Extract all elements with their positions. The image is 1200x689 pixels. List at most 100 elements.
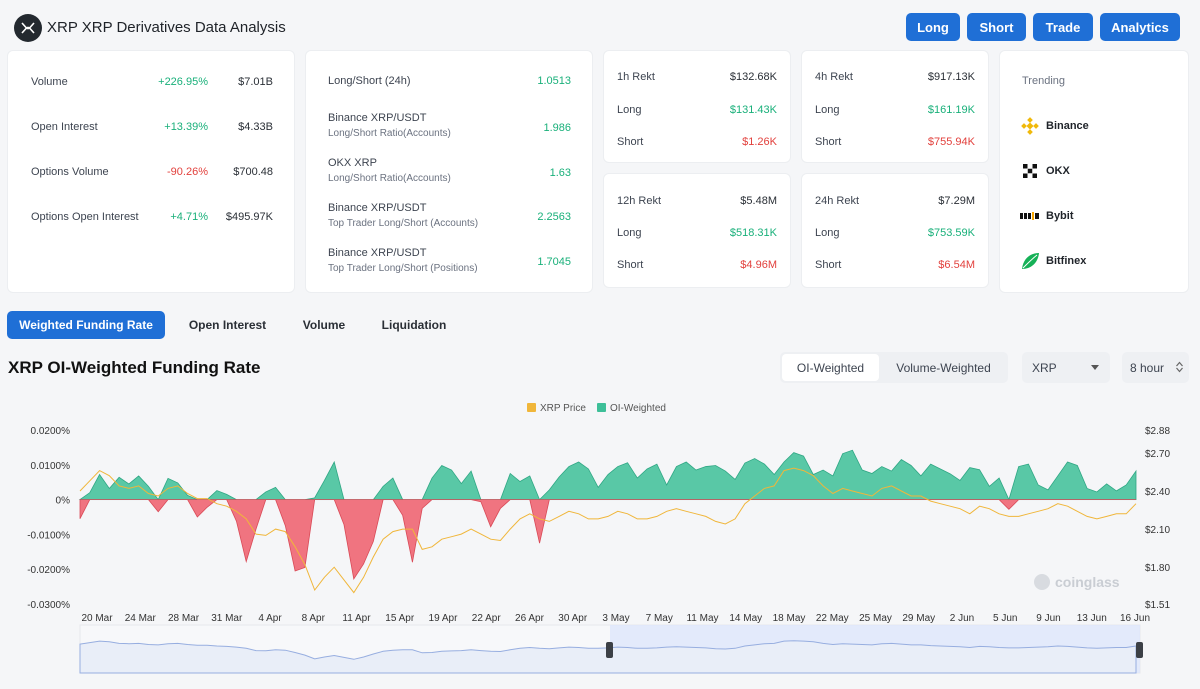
rekt-24h-short: $6.54M	[938, 259, 975, 271]
options-open-interest-value: $495.97K	[225, 211, 273, 223]
volume-label: Volume	[31, 76, 68, 88]
x-tick: 29 May	[902, 613, 935, 624]
x-tick: 30 Apr	[558, 613, 588, 624]
tab-liquidation[interactable]: Liquidation	[381, 318, 447, 332]
x-tick: 5 Jun	[993, 613, 1017, 624]
trending-item-okx[interactable]: OKX	[1020, 161, 1070, 181]
ratio-binance-accounts-value: 1.986	[543, 122, 571, 134]
interval-select[interactable]: 8 hour	[1122, 352, 1189, 383]
y-right-tick: $1.51	[1145, 600, 1170, 611]
rekt-1h-short-label: Short	[617, 136, 644, 148]
page-title: XRP XRP Derivatives Data Analysis	[47, 19, 286, 36]
x-tick: 25 May	[859, 613, 892, 624]
volume-weighted-option[interactable]: Volume-Weighted	[896, 360, 991, 375]
rekt-1h-title: 1h Rekt	[617, 71, 655, 83]
header-bar: XRP XRP Derivatives Data Analysis Long S…	[0, 0, 1200, 50]
navigator-left-handle[interactable]	[606, 642, 613, 658]
coinglass-watermark-icon	[1034, 574, 1050, 590]
rekt-4h-total: $917.13K	[927, 71, 975, 83]
x-tick: 13 Jun	[1077, 613, 1107, 624]
x-tick: 8 Apr	[302, 613, 326, 624]
x-tick: 11 Apr	[342, 613, 371, 624]
ratio-binance-top-positions-value: 1.7045	[537, 256, 571, 268]
rekt-1h-long-label: Long	[617, 104, 642, 116]
open-interest-value: $4.33B	[238, 121, 273, 133]
ratio-binance-accounts: Binance XRP/USDT Long/Short Ratio(Account…	[328, 112, 451, 139]
y-right-tick: $2.10	[1145, 525, 1170, 536]
rekt-24h-long: $753.59K	[927, 227, 975, 239]
x-tick: 31 Mar	[211, 613, 243, 624]
ratio-24h-label: Long/Short (24h)	[328, 75, 411, 87]
long-short-ratio-card: Long/Short (24h) 1.0513 Binance XRP/USDT…	[305, 50, 593, 293]
bitfinex-leaf-icon	[1020, 251, 1040, 271]
coinglass-watermark: coinglass	[1055, 574, 1120, 590]
rekt-12h-card: 12h Rekt $5.48M Long $518.31K Short $4.9…	[603, 173, 791, 288]
rekt-4h-short-label: Short	[815, 136, 842, 148]
volume-change: +226.95%	[158, 76, 208, 88]
xrp-logo-icon	[14, 14, 42, 42]
x-tick: 20 Mar	[81, 613, 113, 624]
bybit-icon	[1020, 206, 1040, 226]
okx-icon	[1020, 161, 1040, 181]
navigator-right-handle[interactable]	[1136, 642, 1143, 658]
legend-label-funding: OI-Weighted	[610, 403, 666, 414]
x-tick: 2 Jun	[950, 613, 974, 624]
rekt-24h-card: 24h Rekt $7.29M Long $753.59K Short $6.5…	[801, 173, 989, 288]
short-button[interactable]: Short	[967, 13, 1026, 41]
open-interest-label: Open Interest	[31, 121, 98, 133]
rekt-1h-short: $1.26K	[742, 136, 777, 148]
options-open-interest-label: Options Open Interest	[31, 211, 139, 223]
y-right-tick: $1.80	[1145, 563, 1170, 574]
rekt-12h-short: $4.96M	[740, 259, 777, 271]
x-tick: 16 Jun	[1120, 613, 1150, 624]
y-right-tick: $2.70	[1145, 449, 1170, 460]
rekt-24h-long-label: Long	[815, 227, 840, 239]
x-tick: 26 Apr	[515, 613, 545, 624]
y-right-tick: $2.40	[1145, 487, 1170, 498]
y-left-tick: -0.0100%	[27, 530, 70, 541]
ratio-binance-top-accounts: Binance XRP/USDT Top Trader Long/Short (A…	[328, 202, 479, 229]
rekt-4h-title: 4h Rekt	[815, 71, 853, 83]
x-tick: 22 May	[816, 613, 849, 624]
trending-item-bybit[interactable]: Bybit	[1020, 206, 1074, 226]
trending-item-bitfinex[interactable]: Bitfinex	[1020, 251, 1086, 271]
options-volume-value: $700.48	[233, 166, 273, 178]
legend-label-price: XRP Price	[540, 403, 586, 414]
y-left-tick: -0.0200%	[27, 565, 70, 576]
rekt-4h-long-label: Long	[815, 104, 840, 116]
x-tick: 28 Mar	[168, 613, 200, 624]
y-left-tick: -0.0300%	[27, 600, 70, 611]
rekt-1h-long: $131.43K	[729, 104, 777, 116]
legend-swatch-price	[527, 403, 536, 412]
long-button[interactable]: Long	[906, 13, 960, 41]
tab-weighted-funding-rate[interactable]: Weighted Funding Rate	[7, 311, 165, 339]
coin-select[interactable]: XRP	[1022, 352, 1110, 383]
oi-weighted-option[interactable]: OI-Weighted	[782, 354, 879, 381]
x-tick: 7 May	[646, 613, 673, 624]
trending-item-binance[interactable]: Binance	[1020, 116, 1089, 136]
ratio-binance-top-positions: Binance XRP/USDT Top Trader Long/Short (P…	[328, 247, 478, 274]
tab-volume[interactable]: Volume	[302, 318, 346, 332]
volume-value: $7.01B	[238, 76, 273, 88]
rekt-4h-short: $755.94K	[927, 136, 975, 148]
analytics-button[interactable]: Analytics	[1100, 13, 1180, 41]
rekt-1h-card: 1h Rekt $132.68K Long $131.43K Short $1.…	[603, 50, 791, 163]
chart-title: XRP OI-Weighted Funding Rate	[8, 358, 261, 377]
funding-negative-area	[79, 499, 1136, 581]
ratio-okx-accounts: OKX XRP Long/Short Ratio(Accounts)	[328, 157, 451, 184]
y-right-tick: $2.88	[1145, 426, 1170, 437]
rekt-4h-long: $161.19K	[927, 104, 975, 116]
open-interest-change: +13.39%	[164, 121, 208, 133]
funding-rate-chart-svg: XRP Price OI-Weighted 0.0200% 0.0100% 0% -0.…	[27, 403, 1170, 674]
x-tick: 14 May	[729, 613, 762, 624]
trending-title: Trending	[1022, 75, 1066, 87]
rekt-12h-title: 12h Rekt	[617, 195, 662, 207]
tab-open-interest[interactable]: Open Interest	[188, 318, 267, 332]
rekt-12h-total: $5.48M	[740, 195, 777, 207]
trade-button[interactable]: Trade	[1033, 13, 1093, 41]
rekt-1h-total: $132.68K	[729, 71, 777, 83]
funding-rate-chart: XRP Price OI-Weighted 0.0200% 0.0100% 0% -0.…	[0, 395, 1200, 689]
ratio-binance-top-accounts-value: 2.2563	[537, 211, 571, 223]
options-volume-change: -90.26%	[167, 166, 208, 178]
xrp-price-line	[79, 467, 1137, 594]
